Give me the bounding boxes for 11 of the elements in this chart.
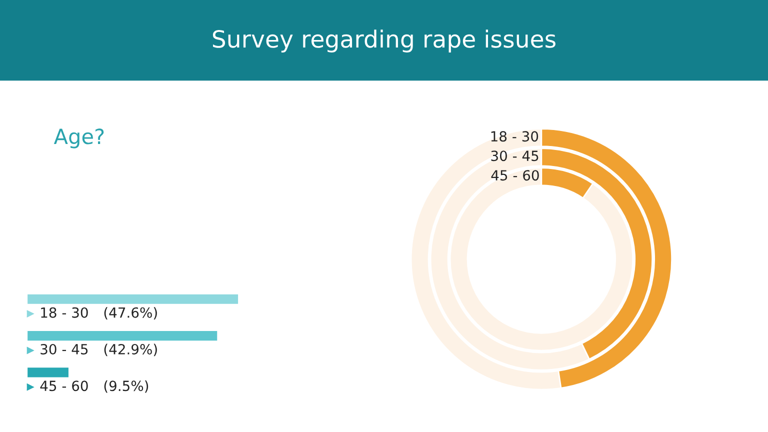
data-label: (9.5%) [104, 380, 148, 393]
data-label: (47.6%) [104, 307, 157, 320]
y-tick-label: 45 - 60 [40, 380, 88, 392]
category-label: 18 - 30 [491, 131, 538, 142]
text: Survey regarding rape issues [212, 30, 556, 52]
category-label: 30 - 45 [491, 150, 538, 162]
chart-subtitle: Age? [54, 128, 104, 148]
data-label: (42.9%) [104, 344, 157, 356]
category-label: 45 - 60 [491, 170, 539, 181]
y-tick-label: 30 - 45 [40, 344, 88, 354]
y-tick-label: 18 - 30 [41, 307, 88, 318]
